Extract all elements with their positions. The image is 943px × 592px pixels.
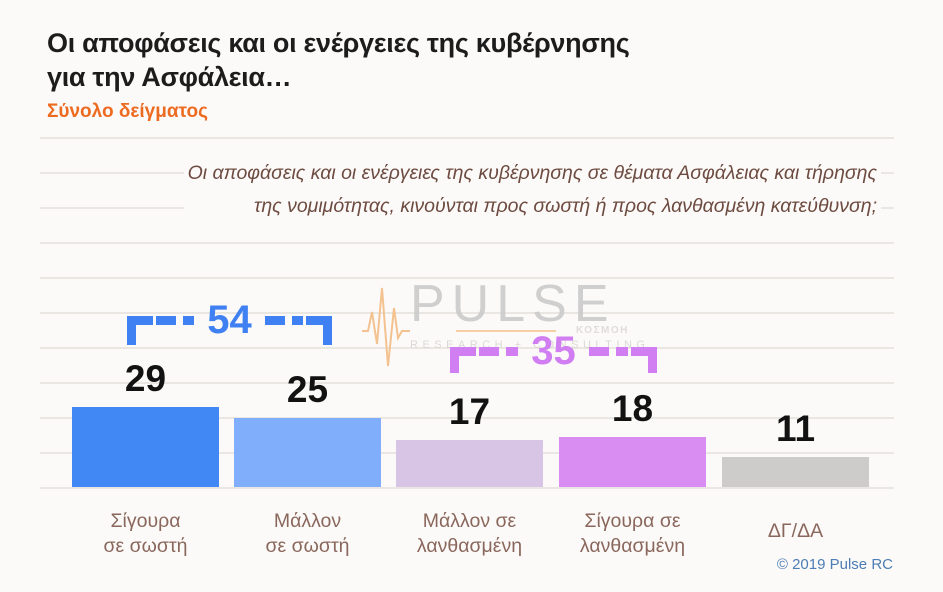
bar-1 [234,418,381,487]
category-label: ΔΓ/ΔΑ [711,509,881,544]
question-text: Οι αποφάσεις και οι ενέργειες της κυβέρν… [183,157,881,223]
category-label-line: σε σωστή [265,535,350,557]
category-label-line: Μάλλον σε [422,510,517,532]
pulse-wordmark: PULSE ΚΟΣΜΟΗ RESEARCH + CONSULTING [410,278,649,370]
pulse-brand-text: PULSE [410,275,616,333]
bar-value-label: 29 [124,358,167,399]
bracket-dash [588,347,628,356]
bracket-corner-right [631,347,657,373]
copyright-label: © 2019 Pulse RC [776,556,893,573]
bracket-corner-right [306,316,332,345]
category-label-line: ΔΓ/ΔΑ [767,520,824,542]
bar-value-label: 25 [286,369,329,410]
category-label-line: λανθασμένη [416,535,523,557]
bracket-corner-left [127,316,153,345]
bracket-dash [264,316,303,325]
bar-value-label: 11 [775,408,816,449]
gridline [40,242,894,244]
pulse-logo-watermark: PULSE ΚΟΣΜΟΗ RESEARCH + CONSULTING [362,278,649,370]
gridline [40,277,894,279]
category-label-line: Σίγουρα [110,510,181,532]
sum-bracket-54: 54 [127,298,332,345]
gridline [40,487,894,489]
category-label: Σίγουρα σε σωστή [61,509,231,559]
bar-value-label: 18 [611,388,654,429]
category-label: Μάλλον σε σωστή [223,509,393,559]
sum-value-label: 35 [531,329,576,373]
title-line-2: για την Ασφάλεια… [47,62,292,92]
sum-bracket-35: 35 [450,329,657,373]
gridline [40,417,894,419]
bracket-dash [156,316,195,325]
category-label-line: σε σωστή [103,535,188,557]
category-label-line: Σίγουρα σε [584,510,681,532]
page-title: Οι αποφάσεις και οι ενέργειες της κυβέρν… [47,26,630,94]
bar-3 [559,437,706,487]
header: Οι αποφάσεις και οι ενέργειες της κυβέρν… [47,26,630,123]
question-line-1: Οι αποφάσεις και οι ενέργειες της κυβέρν… [187,162,877,184]
category-label-line: λανθασμένη [579,535,686,557]
title-line-1: Οι αποφάσεις και οι ενέργειες της κυβέρν… [47,28,630,58]
gridline [40,312,894,314]
gridline [40,382,894,384]
pulse-submark-text: ΚΟΣΜΟΗ [576,325,629,336]
pulse-baseline-line [456,330,556,332]
bracket-corner-left [450,347,476,373]
sample-label: Σύνολο δείγματος [47,101,208,122]
category-label: Σίγουρα σε λανθασμένη [548,509,718,559]
gridline [40,137,894,139]
bracket-dash [479,347,519,356]
category-label: Μάλλον σε λανθασμένη [385,509,555,559]
category-label-line: Μάλλον [273,510,342,532]
sum-value-label: 54 [207,298,252,342]
bar-0 [72,407,219,487]
heartbeat-icon [362,287,410,367]
question-line-2: της νομιμότητας, κινούνται προς σωστή ή … [254,195,877,217]
bar-4 [722,457,869,487]
bar-2 [396,440,543,487]
bar-value-label: 17 [448,391,491,432]
